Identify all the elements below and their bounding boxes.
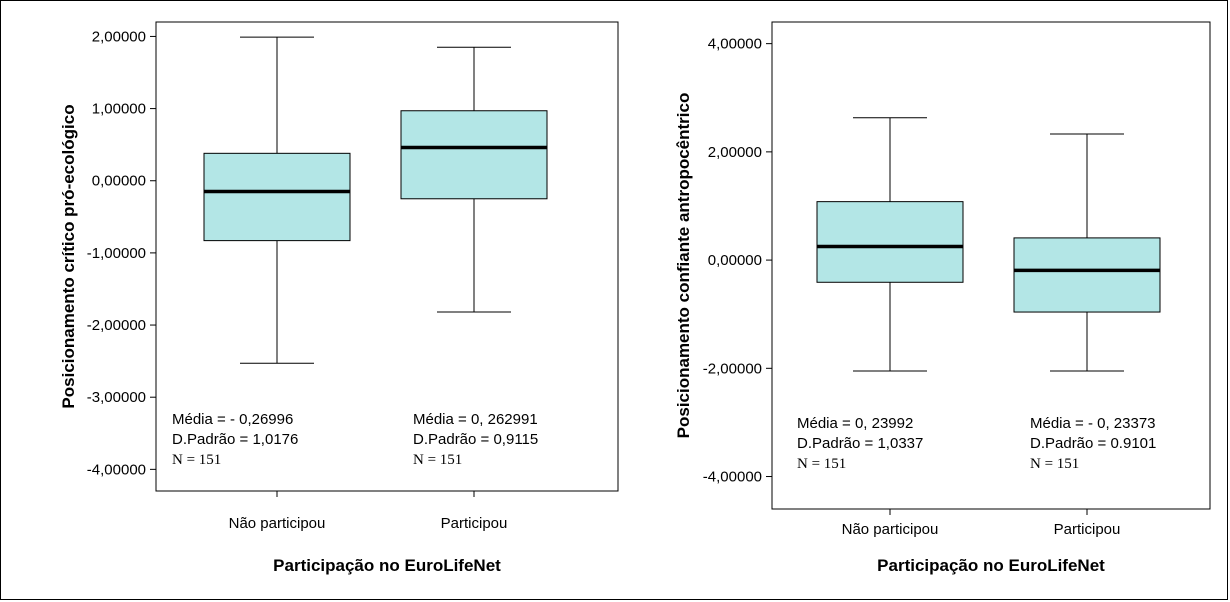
iqr-box xyxy=(816,201,964,283)
y-tick-label: 1,00000 xyxy=(92,101,146,118)
stat-annotation: Média = 0, 262991 xyxy=(413,411,538,428)
x-category-label: Participou xyxy=(1054,521,1121,538)
y-tick-label: 2,00000 xyxy=(92,28,146,45)
stat-annotation: D.Padrão = 0,9115 xyxy=(413,431,538,448)
y-tick-label: 0,00000 xyxy=(92,173,146,190)
stat-annotation: D.Padrão = 1,0176 xyxy=(172,431,298,448)
x-category-label: Não participou xyxy=(842,521,939,538)
x-axis-title: Participação no EuroLifeNet xyxy=(273,556,501,575)
stat-annotation: N = 151 xyxy=(797,456,846,472)
y-tick-label: -4,00000 xyxy=(87,461,146,478)
x-category-label: Não participou xyxy=(229,515,326,532)
plot-area-2 xyxy=(771,21,1211,510)
x-category-label: Participou xyxy=(441,515,508,532)
y-tick-label: -3,00000 xyxy=(87,389,146,406)
x-axis-title: Participação no EuroLifeNet xyxy=(877,556,1105,575)
y-tick-label: -2,00000 xyxy=(87,317,146,334)
stat-annotation: N = 151 xyxy=(172,452,221,468)
stat-annotation: Média = 0, 23992 xyxy=(797,415,913,432)
y-tick-label: 0,00000 xyxy=(708,252,762,269)
iqr-box xyxy=(400,110,548,200)
stat-annotation: D.Padrão = 1,0337 xyxy=(797,435,923,452)
plot-area-1 xyxy=(155,21,619,492)
y-tick-label: 2,00000 xyxy=(708,144,762,161)
y-tick-label: 4,00000 xyxy=(708,36,762,53)
stat-annotation: Média = - 0, 23373 xyxy=(1030,415,1156,432)
iqr-box xyxy=(1013,237,1161,313)
y-axis-title: Posicionamento confiante antropocêntrico xyxy=(674,93,693,439)
stat-annotation: N = 151 xyxy=(413,452,462,468)
y-tick-label: -2,00000 xyxy=(703,360,762,377)
y-tick-label: -1,00000 xyxy=(87,245,146,262)
stat-annotation: Média = - 0,26996 xyxy=(172,411,293,428)
stat-annotation: N = 151 xyxy=(1030,456,1079,472)
stat-annotation: D.Padrão = 0.9101 xyxy=(1030,435,1156,452)
y-axis-title: Posicionamento crítico pró-ecológico xyxy=(59,104,78,408)
iqr-box xyxy=(203,152,351,242)
y-tick-label: -4,00000 xyxy=(703,469,762,486)
